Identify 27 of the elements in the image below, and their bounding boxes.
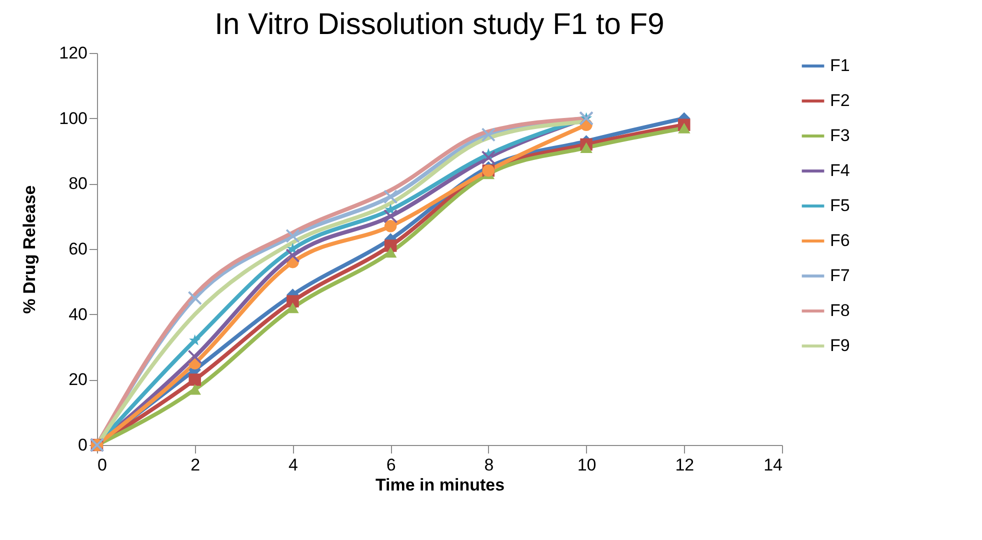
y-tick-label: 0 [78,436,88,454]
y-axis-title: % Drug Release [20,185,40,314]
legend-label: F6 [830,231,850,250]
legend-label: F2 [830,91,850,110]
x-tick-label: 4 [288,456,298,474]
x-tick-label: 0 [98,456,107,474]
x-tick-label: 10 [577,456,596,474]
y-tick-label: 40 [68,304,88,324]
y-tick-label: 100 [59,108,88,128]
legend-label: F1 [830,56,850,75]
x-tick-label: 6 [386,456,396,474]
y-tick-label: 80 [68,174,88,194]
y-tick-label: 120 [59,44,88,62]
legend-label: F8 [830,301,850,320]
legend-label: F9 [830,336,850,355]
x-tick-label: 14 [764,456,782,474]
x-tick-label: 12 [675,456,694,474]
x-tick-label: 8 [484,456,494,474]
x-tick-label: 2 [190,456,200,474]
y-tick-label: 20 [68,370,88,390]
chart-title: In Vitro Dissolution study F1 to F9 [214,8,664,41]
legend-label: F5 [830,196,850,215]
legend-label: F7 [830,266,850,285]
x-axis-title: Time in minutes [375,476,505,494]
legend-label: F3 [830,126,850,145]
y-tick-label: 60 [68,240,88,258]
legend-label: F4 [830,161,850,180]
